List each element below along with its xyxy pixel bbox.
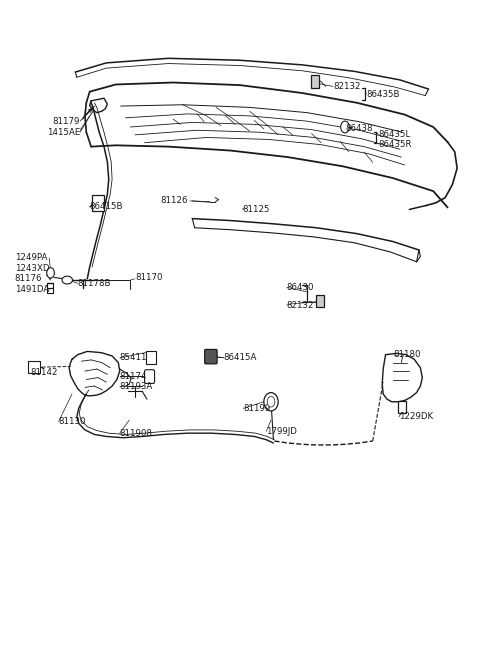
Text: 86435B: 86435B [366, 90, 400, 99]
Text: 81130: 81130 [59, 417, 86, 426]
Text: 81193A: 81193A [120, 382, 153, 391]
Text: 81170: 81170 [135, 273, 163, 282]
Text: 81142: 81142 [30, 369, 58, 378]
FancyBboxPatch shape [316, 295, 324, 307]
Ellipse shape [62, 276, 72, 284]
Text: 81125: 81125 [242, 205, 270, 214]
Text: 85411: 85411 [120, 353, 147, 363]
FancyBboxPatch shape [146, 351, 156, 364]
FancyBboxPatch shape [92, 195, 105, 211]
Circle shape [341, 121, 349, 133]
Text: 1229DK: 1229DK [399, 413, 433, 421]
Ellipse shape [264, 393, 278, 411]
Text: 86435L: 86435L [378, 129, 411, 139]
Text: 1799JD: 1799JD [266, 426, 297, 436]
Text: 81178B: 81178B [78, 279, 111, 288]
FancyBboxPatch shape [204, 350, 217, 364]
FancyBboxPatch shape [28, 361, 39, 373]
Text: 81174: 81174 [120, 372, 147, 381]
FancyBboxPatch shape [311, 76, 319, 89]
FancyBboxPatch shape [144, 370, 155, 384]
Text: 1415AE: 1415AE [47, 127, 80, 137]
Text: 81126: 81126 [160, 196, 188, 206]
Text: 1491DA: 1491DA [15, 284, 49, 294]
Text: 81179: 81179 [53, 116, 80, 125]
Text: 811908: 811908 [120, 428, 153, 438]
Text: 86415A: 86415A [223, 353, 257, 363]
Circle shape [47, 267, 54, 278]
Text: 86415B: 86415B [90, 202, 123, 212]
Text: 82132: 82132 [333, 82, 360, 91]
Text: 1243XD: 1243XD [15, 264, 49, 273]
Ellipse shape [267, 397, 275, 407]
Text: 81176: 81176 [15, 274, 42, 283]
Text: 1249PA: 1249PA [15, 254, 47, 262]
Text: 86438: 86438 [345, 124, 372, 133]
FancyBboxPatch shape [398, 401, 406, 413]
Text: 81180: 81180 [394, 350, 421, 359]
Text: 81199: 81199 [243, 404, 271, 413]
Text: 86435R: 86435R [378, 139, 412, 148]
Text: 86430: 86430 [287, 283, 314, 292]
Text: 82132: 82132 [287, 301, 314, 310]
